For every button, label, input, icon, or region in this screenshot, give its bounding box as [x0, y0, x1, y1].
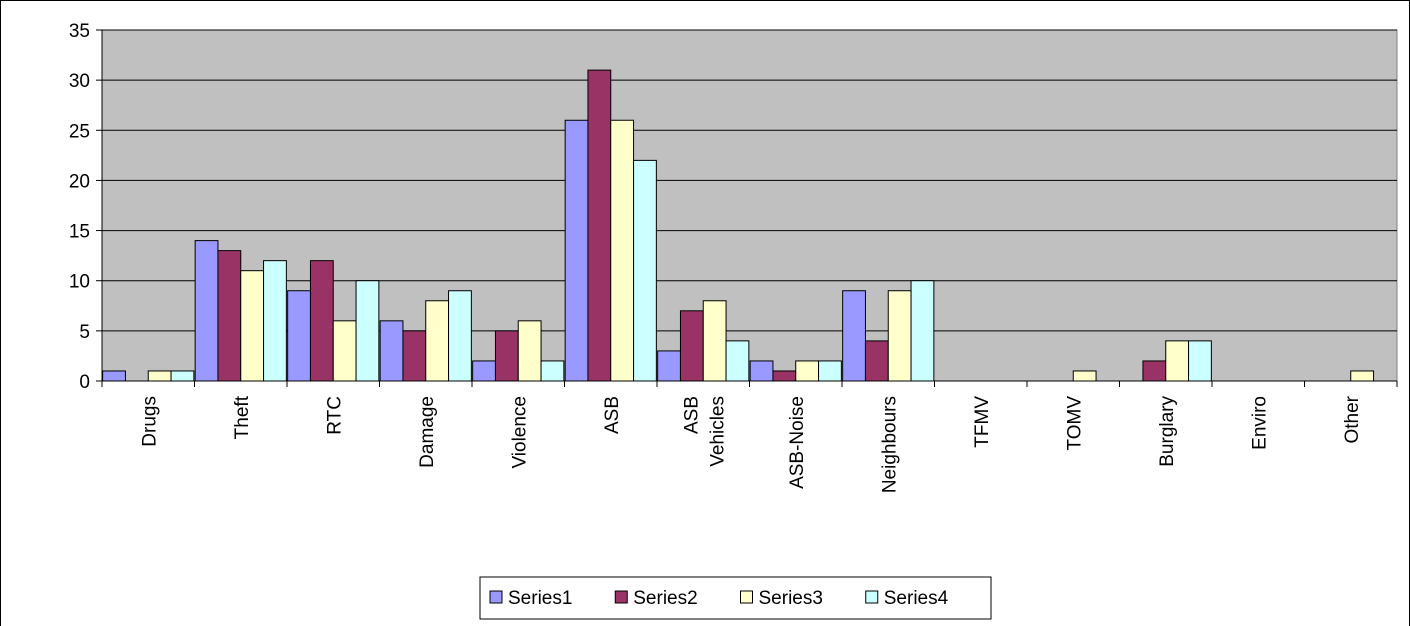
bar-series2-6: [679, 310, 704, 382]
category-label: Theft: [232, 395, 253, 439]
bar-series2-11: [1142, 360, 1167, 382]
bar-series4-8: [910, 280, 935, 382]
bar-series3-4: [517, 320, 542, 382]
category-label: Neighbours: [879, 396, 900, 493]
bar-series1-3: [379, 320, 404, 382]
bar-series4-11: [1188, 340, 1212, 382]
category-label: ASB: [602, 396, 623, 434]
bars: [102, 69, 1375, 382]
legend-label-series1: Series1: [508, 588, 572, 609]
bar-series3-11: [1165, 340, 1190, 382]
y-tick-label: 10: [69, 272, 90, 293]
bar-series4-1: [263, 260, 287, 382]
bar-series4-4: [540, 360, 565, 382]
bar-series4-2: [355, 280, 380, 382]
bar-series1-5: [564, 119, 589, 382]
bar-series1-1: [194, 240, 219, 382]
category-labels: Drugs Theft RTC Damage Violence ASB ASB Vehicle…: [139, 395, 1363, 493]
y-tick-label: 30: [69, 71, 90, 92]
bar-series3-1: [240, 270, 265, 382]
bar-series4-5: [633, 159, 657, 382]
category-label: ASB-Noise: [787, 396, 808, 489]
legend-swatch-series1: [489, 590, 503, 604]
category-label: Vehicles: [707, 396, 728, 467]
category-label: ASB: [681, 396, 702, 434]
category-label: Other: [1342, 395, 1363, 443]
bar-series1-8: [842, 290, 866, 382]
bar-series3-2: [332, 320, 357, 382]
bar-series2-5: [587, 69, 612, 382]
y-tick-label: 25: [69, 121, 90, 142]
bar-series1-4: [472, 360, 496, 382]
category-label: TFMV: [972, 396, 993, 448]
bar-series2-7: [772, 370, 797, 382]
bar-series4-3: [448, 290, 472, 382]
legend-label-series4: Series4: [884, 588, 949, 609]
bar-series1-2: [287, 290, 311, 382]
bar-series2-2: [309, 260, 334, 382]
bar-series4-0: [170, 370, 195, 382]
category-label: Enviro: [1249, 396, 1270, 450]
bar-series2-8: [864, 340, 889, 382]
bar-series3-3: [425, 300, 450, 382]
y-tick-labels: 0 5 10 15 20 25 30 35: [69, 21, 90, 393]
legend-box: [479, 576, 992, 620]
category-label: Drugs: [139, 396, 160, 447]
bar-series3-7: [795, 360, 820, 382]
bar-series3-0: [147, 370, 172, 382]
legend: Series1 Series2 Series3 Series4: [479, 576, 992, 620]
category-label: Burglary: [1157, 396, 1178, 467]
category-label: Violence: [509, 396, 530, 469]
legend-label-series3: Series3: [759, 588, 823, 609]
bar-series2-1: [217, 250, 242, 382]
bar-series1-6: [657, 350, 681, 382]
legend-swatch-series3: [740, 590, 753, 604]
legend-label-series2: Series2: [633, 588, 697, 609]
y-tick-label: 20: [69, 171, 90, 192]
y-tick-label: 35: [69, 21, 90, 42]
y-tick-label: 0: [79, 372, 90, 393]
bar-series3-10: [1072, 370, 1097, 382]
y-tick-label: 15: [69, 222, 90, 243]
bar-series3-8: [887, 290, 912, 382]
axes: [96, 29, 1398, 387]
bar-series2-3: [402, 330, 427, 382]
bar-series4-6: [725, 340, 750, 382]
bar-series4-7: [818, 360, 842, 382]
bar-series3-5: [610, 119, 635, 382]
category-label: RTC: [324, 396, 345, 435]
bar-series1-7: [749, 360, 774, 382]
bar-series1-0: [102, 370, 126, 382]
bar-series3-13: [1350, 370, 1375, 382]
y-tick-label: 5: [79, 322, 90, 343]
bar-series3-6: [702, 300, 727, 382]
legend-swatch-series4: [865, 590, 879, 604]
category-label: TOMV: [1064, 396, 1085, 451]
bar-series2-4: [494, 330, 519, 382]
legend-swatch-series2: [614, 590, 628, 604]
category-label: Damage: [417, 396, 438, 468]
